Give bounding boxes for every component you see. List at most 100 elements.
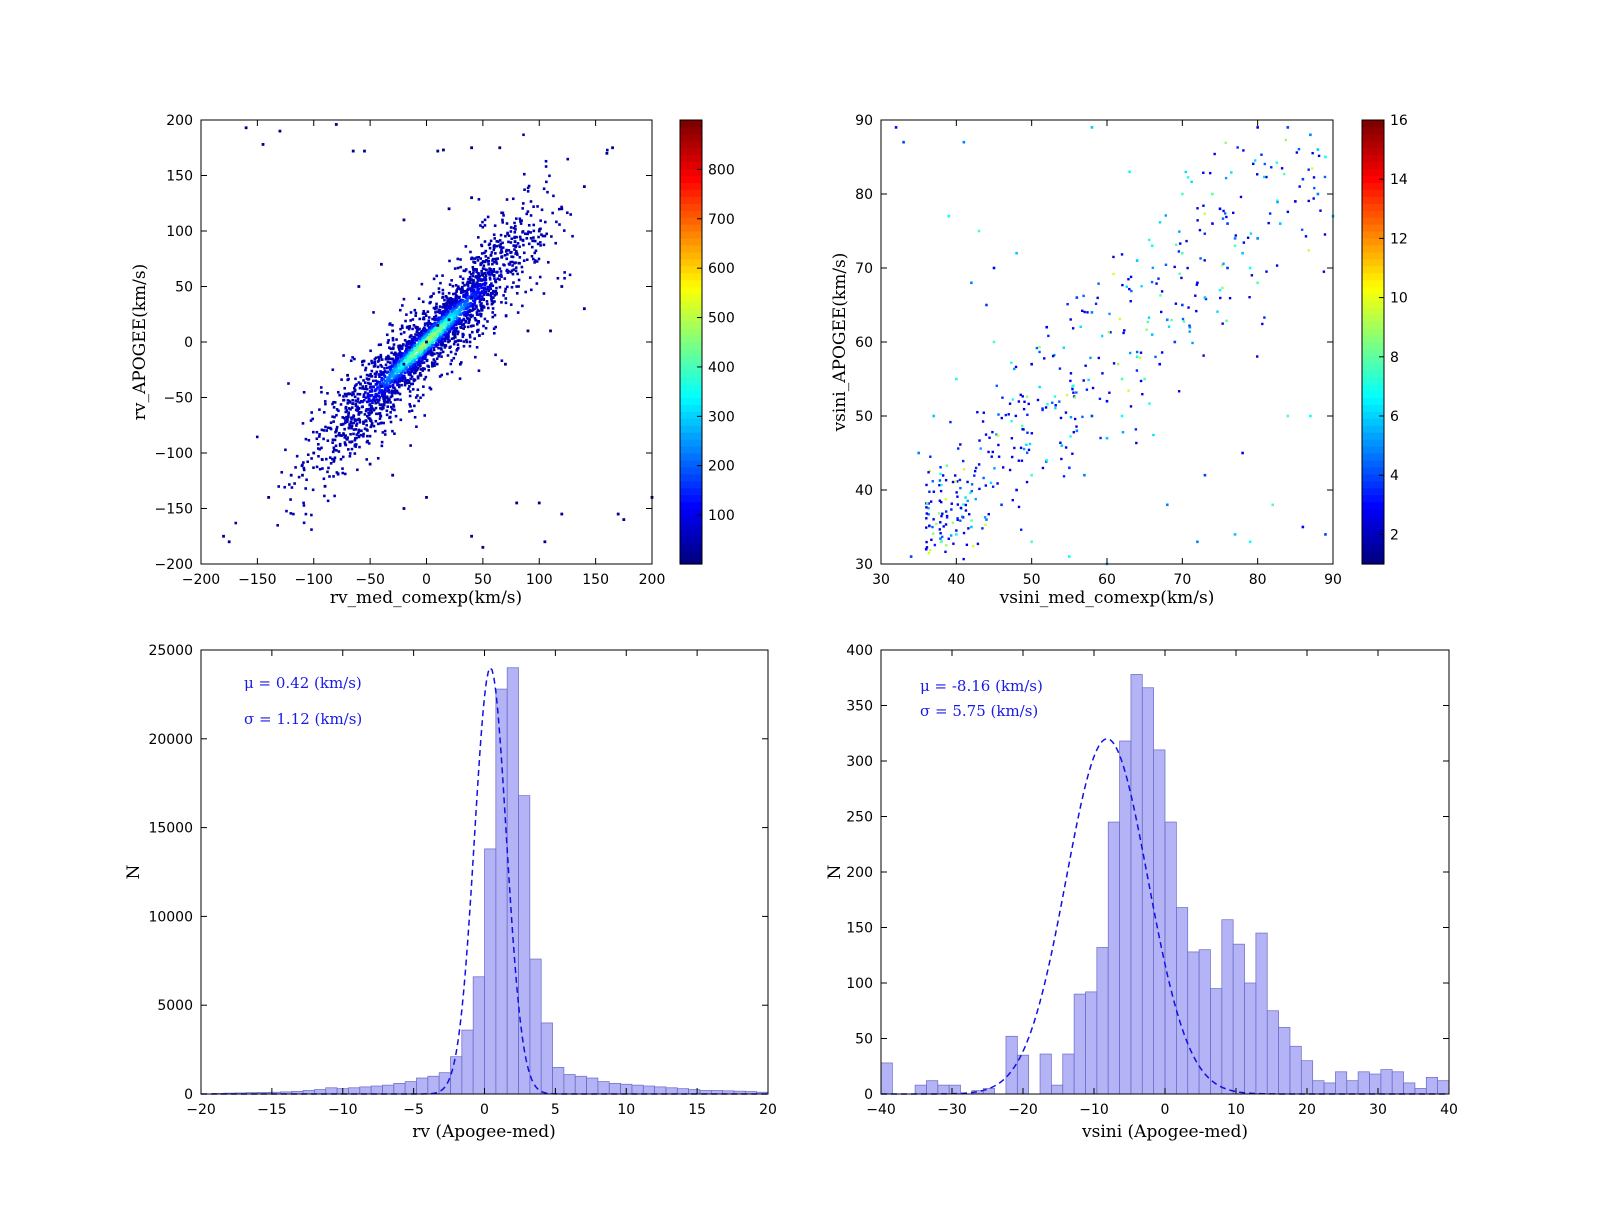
rv-density-point <box>326 439 330 443</box>
rv-density-point <box>509 251 512 254</box>
rv-density-point <box>459 306 463 310</box>
rv-scatter-colorbar-swatch <box>680 362 702 371</box>
vsini-scatter-point <box>970 525 973 529</box>
rv-density-point <box>407 363 411 366</box>
rv-density-point <box>336 390 340 394</box>
rv-density-point <box>312 466 315 469</box>
rv-density-point <box>441 274 444 277</box>
rv-density-point <box>418 365 422 368</box>
rv-density-point <box>485 293 489 296</box>
rv-density-point <box>294 466 297 469</box>
vsini-density-point <box>933 543 937 547</box>
rv-density-point <box>397 359 401 363</box>
rv-density-point <box>510 255 513 259</box>
vsini-scatter-point <box>962 140 966 144</box>
rv-density-point <box>414 337 418 341</box>
rv-density-point <box>465 290 469 294</box>
vsini-density-point <box>957 447 960 450</box>
rv-density-point <box>329 462 333 465</box>
rv-density-point <box>488 273 491 276</box>
rv-density-point <box>432 277 436 281</box>
vsini-scatter-colorbar-swatch <box>1362 120 1384 128</box>
rv-density-point <box>380 440 384 444</box>
rv-scatter-colorbar-swatch <box>680 536 702 544</box>
rv-density-point <box>495 292 498 296</box>
rv-density-point <box>456 302 460 306</box>
rv-density-point <box>462 327 465 330</box>
rv-density-point <box>391 384 394 388</box>
rv-density-point <box>391 391 394 395</box>
rv-density-point <box>360 429 363 433</box>
rv-density-point <box>359 433 363 437</box>
rv-density-point <box>425 333 429 336</box>
rv-density-point <box>346 399 350 402</box>
vsini-density-point <box>1019 446 1023 450</box>
rv-scatter-point <box>430 351 434 355</box>
rv-density-point <box>364 391 367 394</box>
rv-density-point <box>407 367 410 371</box>
rv-density-point <box>452 342 456 346</box>
vsini-density-point <box>928 524 931 527</box>
vsini-scatter-colorbar-swatch <box>1362 369 1384 378</box>
rv-density-point <box>526 186 530 190</box>
rv-density-point <box>493 224 497 227</box>
rv-density-point <box>401 357 405 360</box>
rv-density-point <box>446 354 450 357</box>
rv-density-point <box>475 306 478 309</box>
vsini-density-point <box>1026 413 1029 417</box>
rv-density-point <box>525 237 529 240</box>
rv-scatter-colorbar-swatch <box>680 189 702 197</box>
rv-scatter-point <box>560 207 564 211</box>
vsini-density-point <box>1047 334 1050 338</box>
rv-density-point <box>462 344 466 348</box>
rv-density-point <box>302 390 306 394</box>
rv-density-point <box>555 220 558 224</box>
rv-density-point <box>540 233 543 236</box>
rv-density-point <box>358 386 362 390</box>
rv-density-point <box>297 475 301 479</box>
vsini-density-point <box>1164 263 1168 266</box>
rv-density-point <box>388 346 391 349</box>
vsini-scatter-ytick-label: 90 <box>855 113 873 129</box>
vsini-scatter-point <box>1030 362 1033 366</box>
vsini-scatter-colorbar-swatch <box>1362 335 1384 343</box>
vsini-density-point <box>1173 265 1176 269</box>
rv-density-point <box>456 257 460 261</box>
rv-density-point <box>445 312 448 316</box>
rv-density-point <box>420 329 424 333</box>
rv-density-point <box>311 417 314 421</box>
rv-histogram-bar <box>608 1082 621 1095</box>
rv-density-point <box>401 326 404 330</box>
vsini-density-point <box>925 506 928 509</box>
rv-density-point <box>398 308 402 312</box>
vsini-density-point <box>1194 294 1197 297</box>
rv-histogram-bar <box>370 1085 383 1095</box>
rv-density-point <box>460 319 463 322</box>
vsini-histogram-ytick-label: 100 <box>846 976 873 992</box>
vsini-density-point <box>1112 255 1115 259</box>
rv-density-point <box>255 435 259 439</box>
rv-density-point <box>348 401 352 404</box>
rv-density-point <box>401 368 405 371</box>
rv-histogram-xtick-label: −5 <box>403 1102 424 1118</box>
rv-density-point <box>492 268 496 271</box>
rv-density-point <box>331 450 335 454</box>
rv-density-point <box>448 283 452 286</box>
rv-density-point <box>425 359 429 363</box>
vsini-density-point <box>1020 528 1023 531</box>
vsini-density-point <box>1011 455 1014 459</box>
vsini-density-point <box>937 512 941 515</box>
rv-density-point <box>402 343 405 346</box>
rv-density-point <box>344 407 348 410</box>
rv-density-point <box>482 264 486 268</box>
rv-density-point <box>494 289 498 293</box>
rv-density-point <box>370 361 374 365</box>
rv-density-point <box>338 393 341 397</box>
vsini-scatter-point <box>1075 296 1079 299</box>
rv-density-point <box>368 399 371 402</box>
rv-density-point <box>557 207 561 211</box>
rv-density-point <box>365 373 369 377</box>
rv-density-point <box>531 239 534 243</box>
rv-density-point <box>342 433 345 436</box>
vsini-scatter-point <box>939 540 943 544</box>
